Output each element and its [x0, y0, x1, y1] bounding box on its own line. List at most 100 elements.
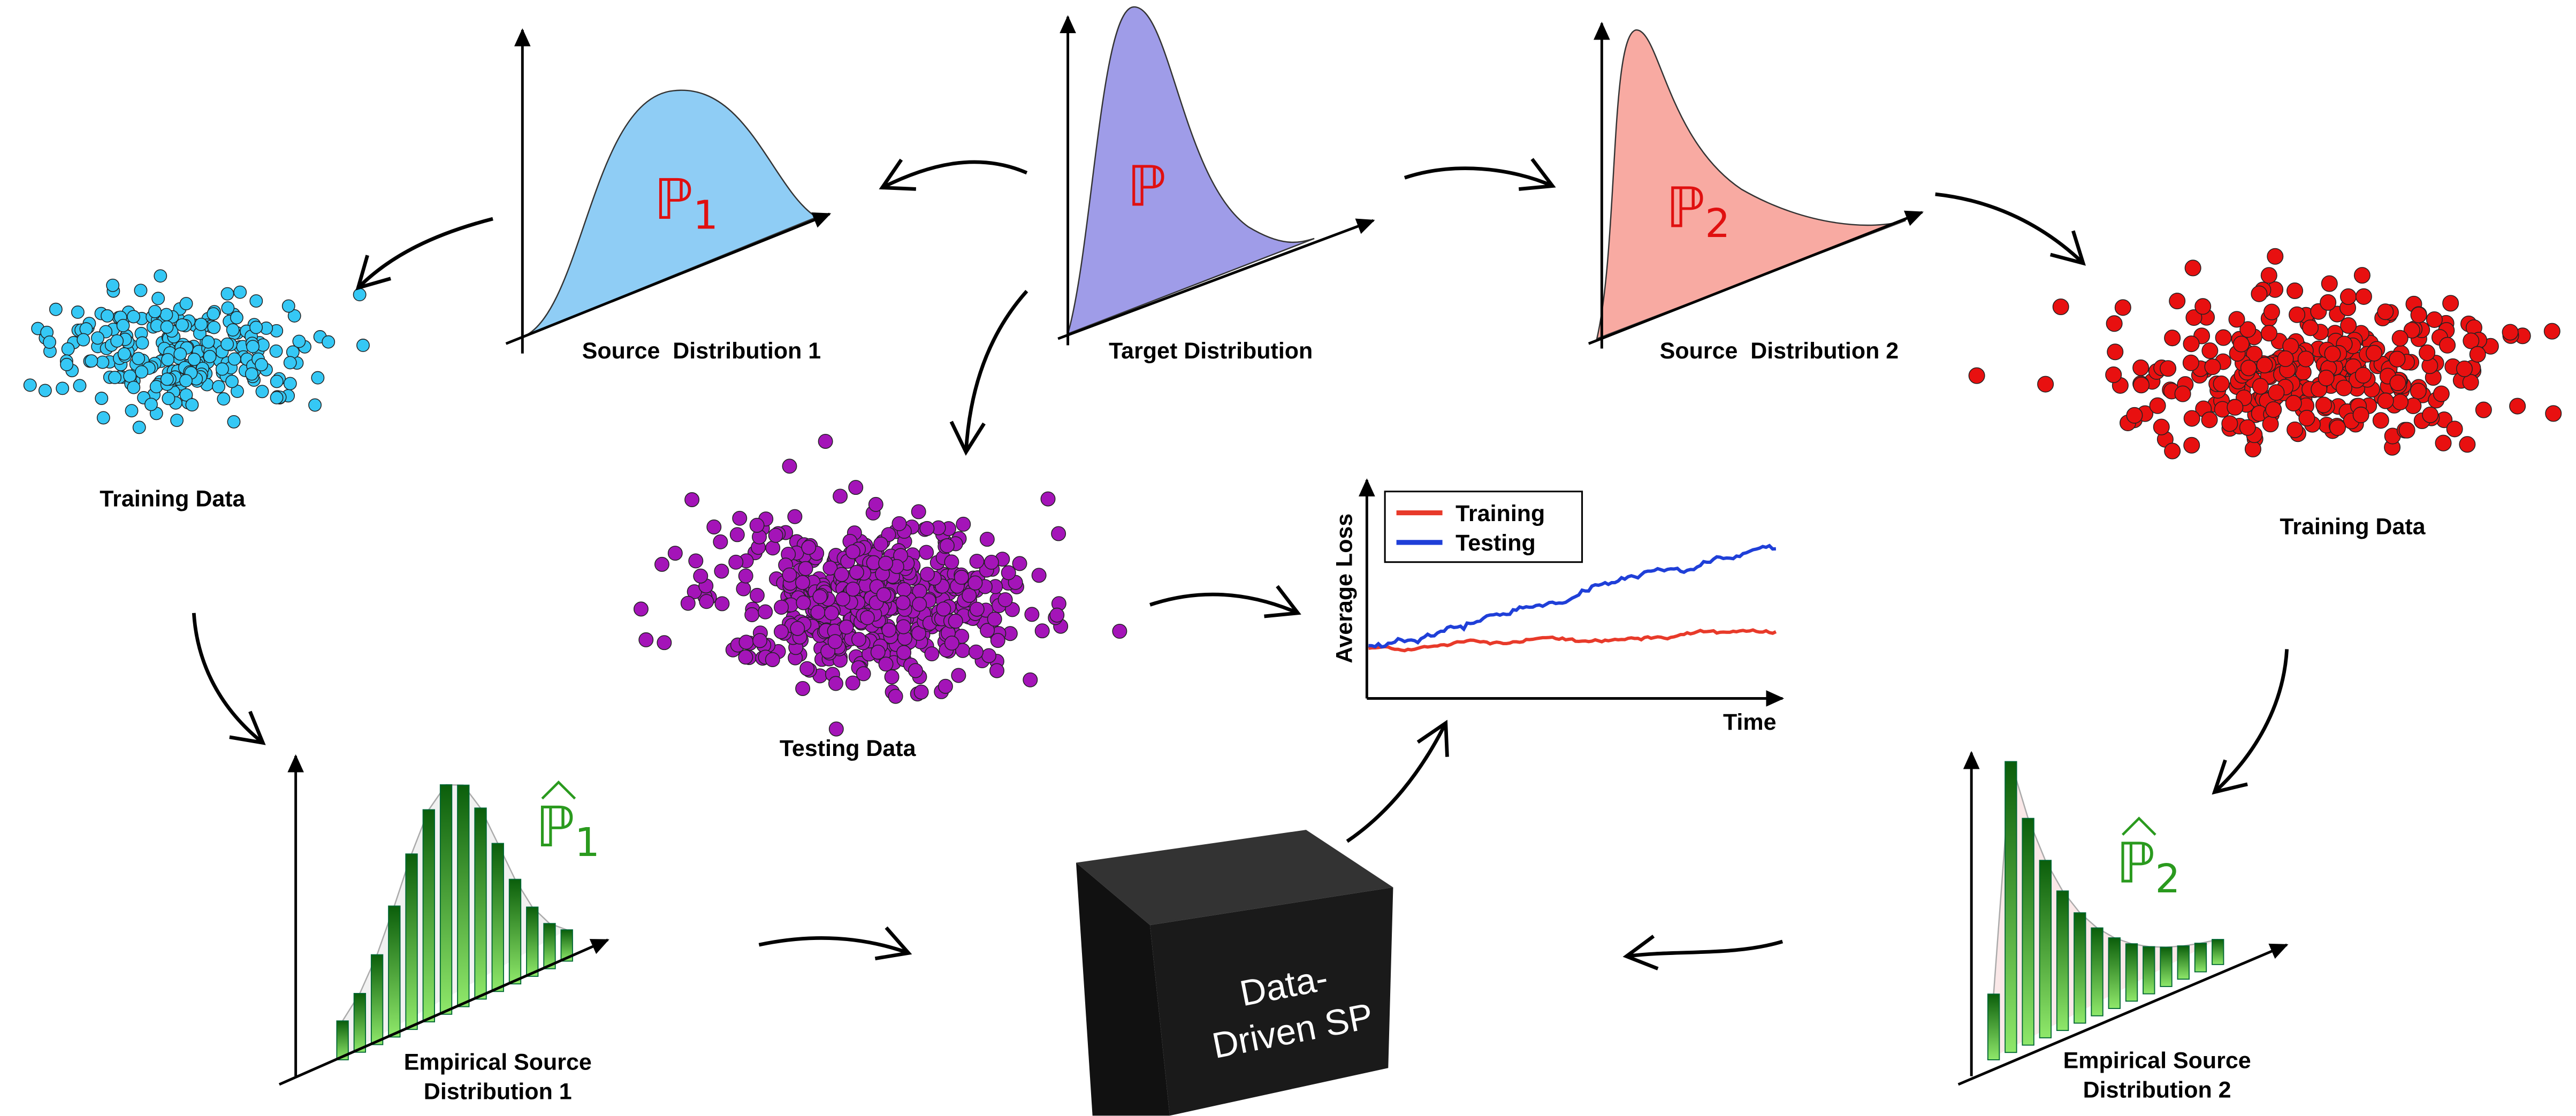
point [246, 368, 258, 380]
point [970, 554, 984, 568]
point [774, 600, 788, 614]
point [2183, 355, 2199, 370]
point [829, 722, 843, 736]
point [2377, 304, 2393, 319]
point [357, 339, 369, 351]
point [2447, 421, 2462, 437]
point [2510, 398, 2525, 414]
point [955, 570, 969, 584]
point [802, 540, 816, 554]
point [160, 308, 172, 320]
point [2251, 286, 2267, 301]
point [782, 568, 796, 582]
bar [2126, 944, 2137, 1001]
point [2165, 330, 2180, 346]
loss-line [1368, 630, 1775, 651]
point [936, 602, 950, 616]
point [212, 380, 225, 393]
point [207, 308, 219, 320]
point [892, 517, 906, 531]
bar [2143, 946, 2154, 993]
point [221, 338, 233, 350]
point [750, 588, 764, 602]
bar [2091, 928, 2102, 1015]
point [56, 382, 68, 394]
point [255, 358, 268, 371]
point [2427, 312, 2442, 327]
point [1112, 624, 1126, 638]
point [250, 295, 262, 307]
bar [509, 880, 521, 984]
point [970, 602, 984, 616]
point [796, 576, 810, 590]
point [788, 509, 802, 523]
point [118, 348, 131, 360]
point [657, 636, 671, 649]
point [874, 537, 888, 551]
point [2241, 360, 2257, 376]
point [2390, 375, 2405, 391]
point [2434, 386, 2449, 401]
point [154, 270, 166, 282]
point [221, 287, 233, 300]
point [2422, 407, 2438, 423]
point [228, 353, 241, 365]
point [800, 662, 814, 676]
point [1969, 368, 1984, 383]
point [208, 321, 220, 333]
point [1012, 556, 1026, 570]
point [715, 597, 729, 610]
point [939, 679, 952, 693]
point [738, 650, 752, 664]
label: Distribution 2 [2083, 1077, 2231, 1103]
point [2287, 283, 2303, 299]
legend-label: Training [1455, 501, 1545, 526]
point [940, 539, 954, 553]
bar [354, 993, 365, 1052]
label: Testing Data [780, 736, 917, 761]
point [2169, 293, 2185, 309]
point [987, 612, 1001, 626]
point [2356, 289, 2372, 304]
point [689, 554, 703, 568]
point [849, 480, 863, 494]
bar [2040, 860, 2051, 1038]
density-curve [1597, 30, 1906, 339]
point [2299, 410, 2314, 426]
point [2106, 316, 2122, 331]
point [2205, 359, 2220, 374]
bar [2160, 947, 2171, 986]
point [1023, 673, 1037, 687]
point [77, 333, 89, 346]
point [2127, 408, 2142, 423]
point [50, 303, 62, 316]
point [95, 392, 108, 404]
axis-label: Time [1723, 709, 1777, 735]
point [127, 310, 140, 323]
point [111, 335, 123, 347]
point [860, 610, 874, 624]
point [818, 434, 832, 448]
point [836, 592, 850, 606]
point [856, 667, 870, 681]
point [311, 371, 324, 384]
point [2183, 336, 2199, 351]
point [124, 370, 136, 382]
legend-label: Testing [1455, 530, 1536, 556]
point [912, 597, 926, 611]
point [202, 335, 214, 348]
point [956, 517, 970, 531]
label: Training Data [100, 486, 246, 511]
label: Source Distribution 1 [582, 338, 821, 364]
point [171, 414, 183, 426]
point [2325, 346, 2340, 362]
point [2419, 345, 2435, 360]
bar [2074, 913, 2085, 1023]
point [871, 645, 885, 659]
point [145, 398, 157, 410]
point [1032, 568, 1046, 582]
point [180, 297, 192, 310]
point [270, 392, 283, 404]
density-curve [1068, 7, 1315, 334]
point [909, 663, 923, 677]
